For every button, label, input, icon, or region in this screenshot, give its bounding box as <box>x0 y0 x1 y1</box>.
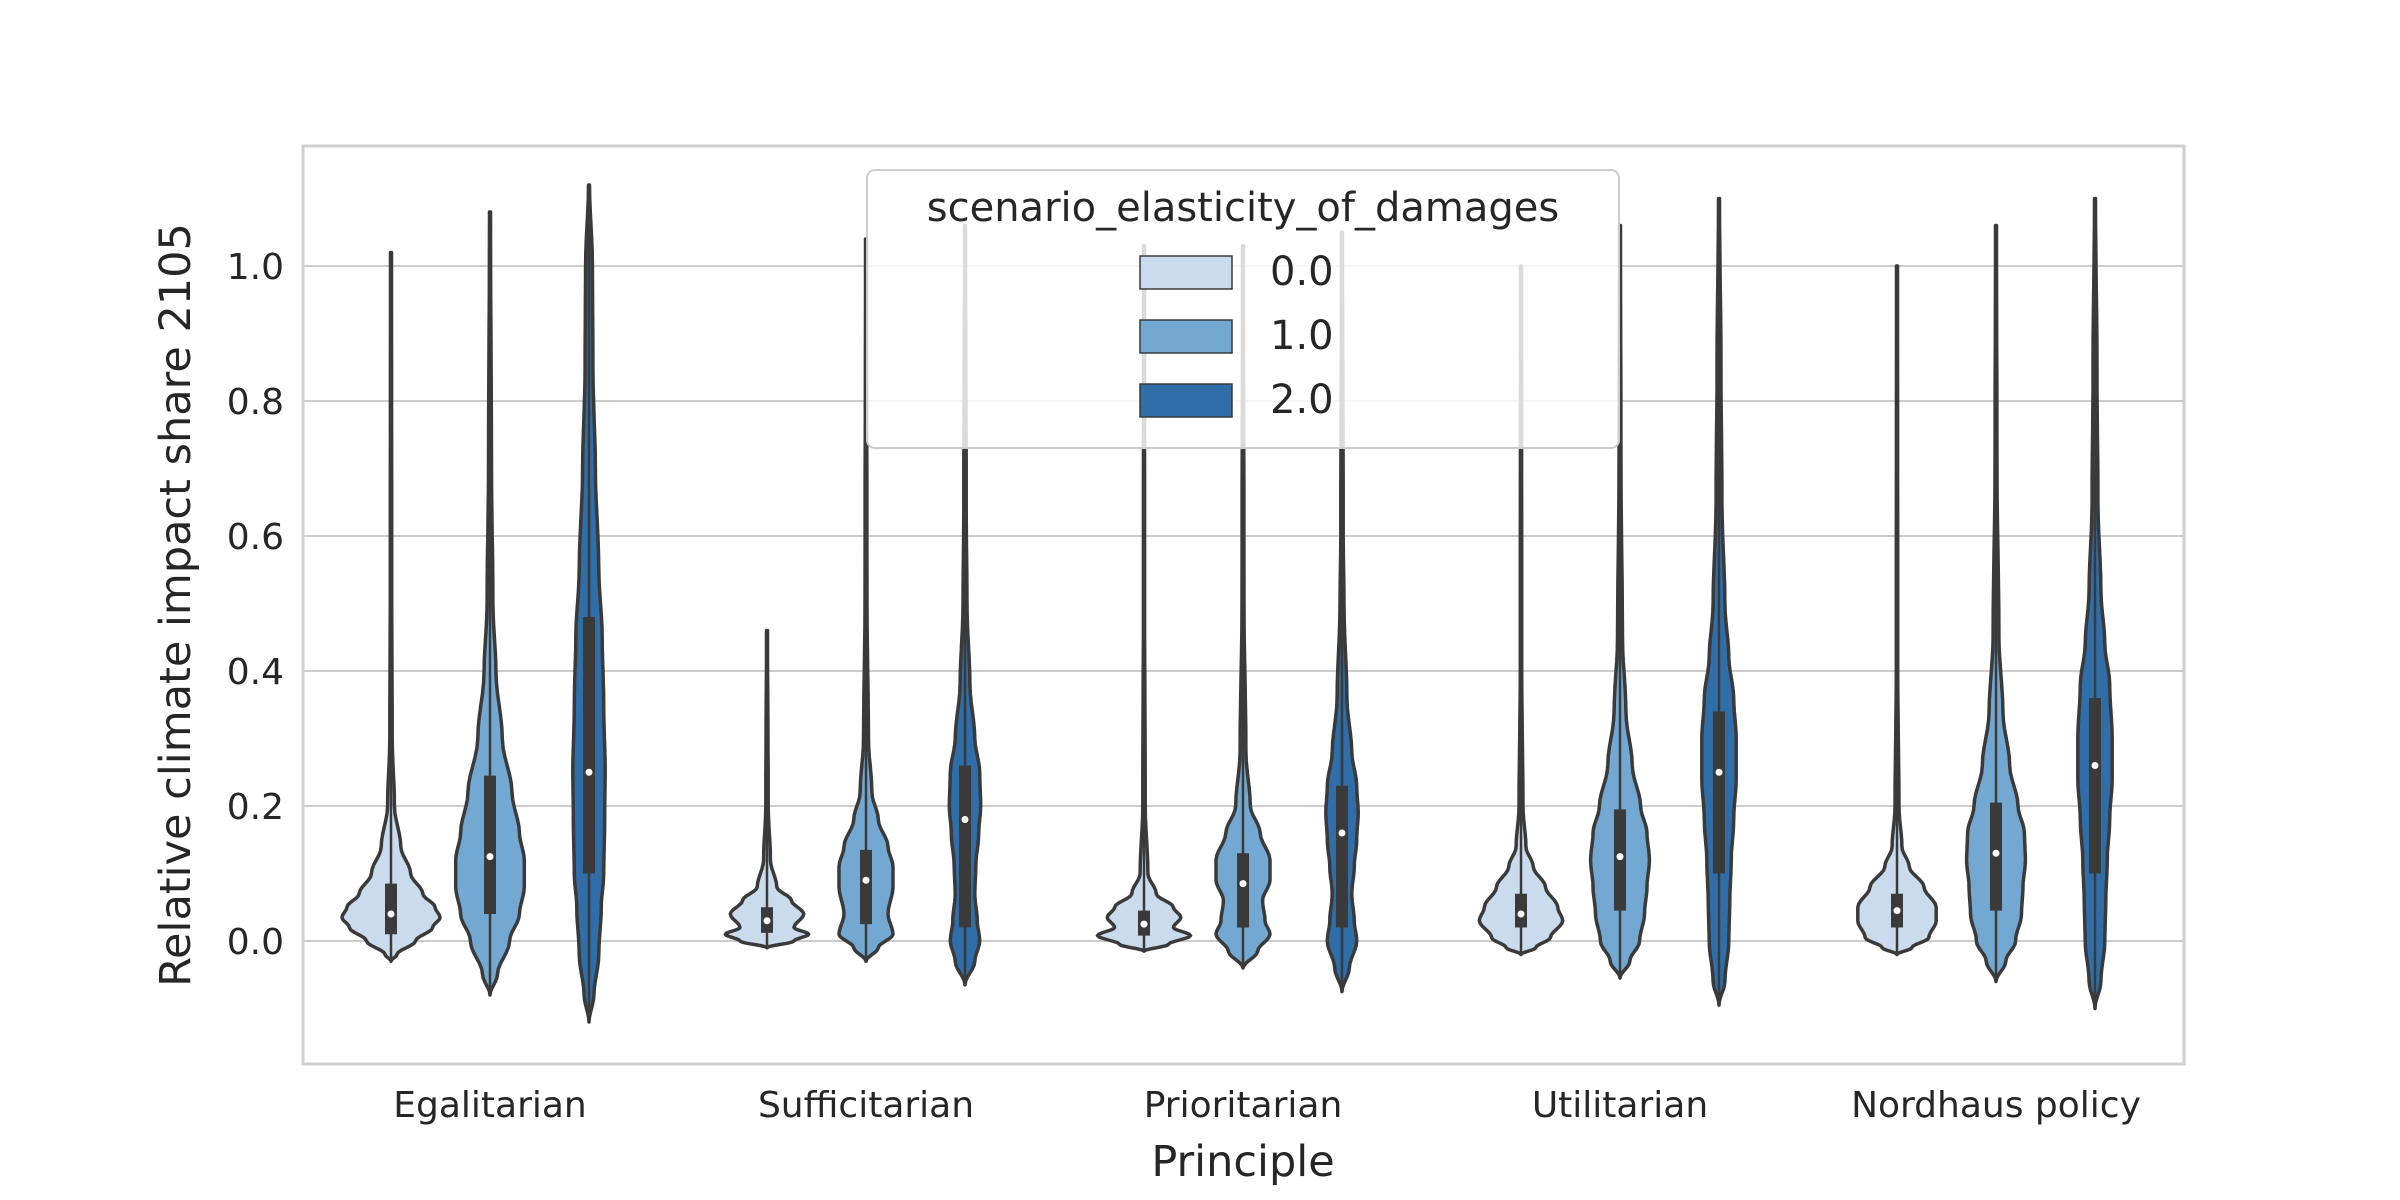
violin-median <box>763 917 771 925</box>
violin-median <box>1338 829 1346 837</box>
violin-median <box>486 853 494 861</box>
legend-swatch-2.0 <box>1139 383 1233 418</box>
x-tick-label: Prioritarian <box>1144 1085 1343 1126</box>
plot-frame <box>301 144 2186 1066</box>
y-tick-labels: 0.0 0.2 0.4 0.6 0.8 1.0 <box>227 247 284 963</box>
violin-median <box>387 910 395 918</box>
violin-1.0-egalitarian <box>453 210 527 997</box>
x-tick-label: Egalitarian <box>393 1085 587 1126</box>
violin-2.0-utilitarian <box>1700 196 1738 1007</box>
y-tick-label: 0.2 <box>227 787 284 828</box>
legend-swatch-0.0 <box>1139 255 1233 290</box>
legend-swatch-1.0 <box>1139 319 1233 354</box>
y-tick-label: 0.0 <box>227 922 284 963</box>
violin-2.0-egalitarian <box>571 183 607 1024</box>
violin-median <box>1517 910 1525 918</box>
legend-box <box>866 169 1620 449</box>
x-tick-label: Sufficitarian <box>758 1085 974 1126</box>
violin-1.0-nordhaus-policy <box>1964 223 2028 984</box>
x-axis-label: Principle <box>1151 1137 1334 1187</box>
legend-label: 2.0 <box>1270 377 1334 423</box>
violin-median <box>1992 849 2000 857</box>
violin-0.0-egalitarian <box>340 250 442 964</box>
violin-median <box>1140 920 1148 928</box>
y-tick-label: 1.0 <box>227 247 284 288</box>
violin-median <box>1715 768 1723 776</box>
y-tick-label: 0.6 <box>227 517 284 558</box>
violin-median <box>585 768 593 776</box>
violin-0.0-sufficitarian <box>723 628 811 950</box>
violin-median <box>1893 907 1901 915</box>
y-axis-label: Relative climate impact share 2105 <box>151 223 201 987</box>
x-tick-label: Nordhaus policy <box>1851 1085 2141 1126</box>
legend-label: 0.0 <box>1270 249 1334 295</box>
violin-median <box>1239 880 1247 888</box>
y-tick-label: 0.4 <box>227 652 284 693</box>
violin-2.0-nordhaus-policy <box>2076 196 2114 1011</box>
y-tick-label: 0.8 <box>227 382 284 423</box>
legend-label: 1.0 <box>1270 313 1334 359</box>
x-tick-labels: Egalitarian Sufficitarian Prioritarian Util… <box>393 1085 2141 1126</box>
legend-entries: 0.0 1.0 2.0 <box>1139 249 1334 423</box>
legend-title: scenario_elasticity_of_damages <box>927 185 1559 231</box>
violin-median <box>1616 853 1624 861</box>
violin-median <box>2091 762 2099 769</box>
violin-median <box>961 816 969 823</box>
legend: scenario_elasticity_of_damages 0.0 1.0 2.0 <box>866 169 1620 449</box>
violin-0.0-nordhaus-policy <box>1856 264 1938 957</box>
violin-median <box>862 876 870 884</box>
x-tick-label: Utilitarian <box>1532 1085 1708 1126</box>
